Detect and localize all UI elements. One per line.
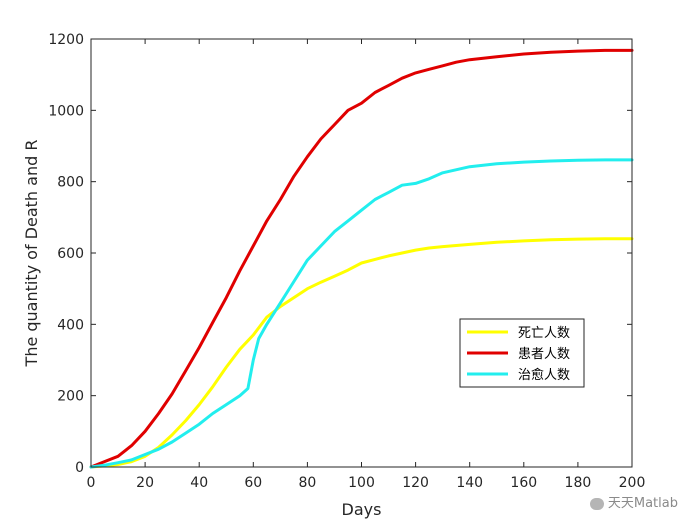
x-tick-label: 0	[87, 475, 96, 491]
x-tick-label: 80	[298, 475, 316, 491]
y-tick-label: 0	[75, 460, 84, 476]
x-axis-label: Days	[342, 500, 382, 519]
series-line-3	[89, 158, 634, 469]
x-tick-label: 20	[136, 475, 154, 491]
x-tick-label: 180	[565, 475, 592, 491]
series-line-2	[89, 48, 634, 469]
plot-area	[91, 39, 632, 467]
y-tick-label: 1000	[48, 103, 84, 119]
x-tick-label: 140	[456, 475, 483, 491]
y-axis-label: The quantity of Death and R	[22, 140, 41, 368]
chat-bubble-icon	[589, 497, 604, 510]
x-tick-label: 40	[190, 475, 208, 491]
legend-label: 死亡人数	[518, 326, 570, 341]
series-layer	[89, 48, 634, 469]
legend-label: 治愈人数	[518, 368, 570, 383]
series-line-1	[89, 237, 634, 469]
x-tick-label: 160	[510, 475, 537, 491]
x-tick-label: 120	[402, 475, 429, 491]
watermark-text: 天天Matlab	[607, 496, 678, 511]
y-tick-label: 800	[57, 175, 84, 191]
y-tick-label: 1200	[48, 32, 84, 48]
watermark: 天天Matlab	[589, 492, 678, 511]
x-tick-label: 200	[619, 475, 646, 491]
x-tick-label: 100	[348, 475, 375, 491]
y-tick-label: 600	[57, 246, 84, 262]
y-tick-label: 200	[57, 389, 84, 405]
tick-layer: 0 20 40 60 80 100 120 140 160 180 200 0 200 400 600 800…	[48, 32, 645, 491]
y-tick-label: 400	[57, 317, 84, 333]
legend-label: 患者人数	[518, 347, 570, 362]
x-tick-label: 60	[244, 475, 262, 491]
